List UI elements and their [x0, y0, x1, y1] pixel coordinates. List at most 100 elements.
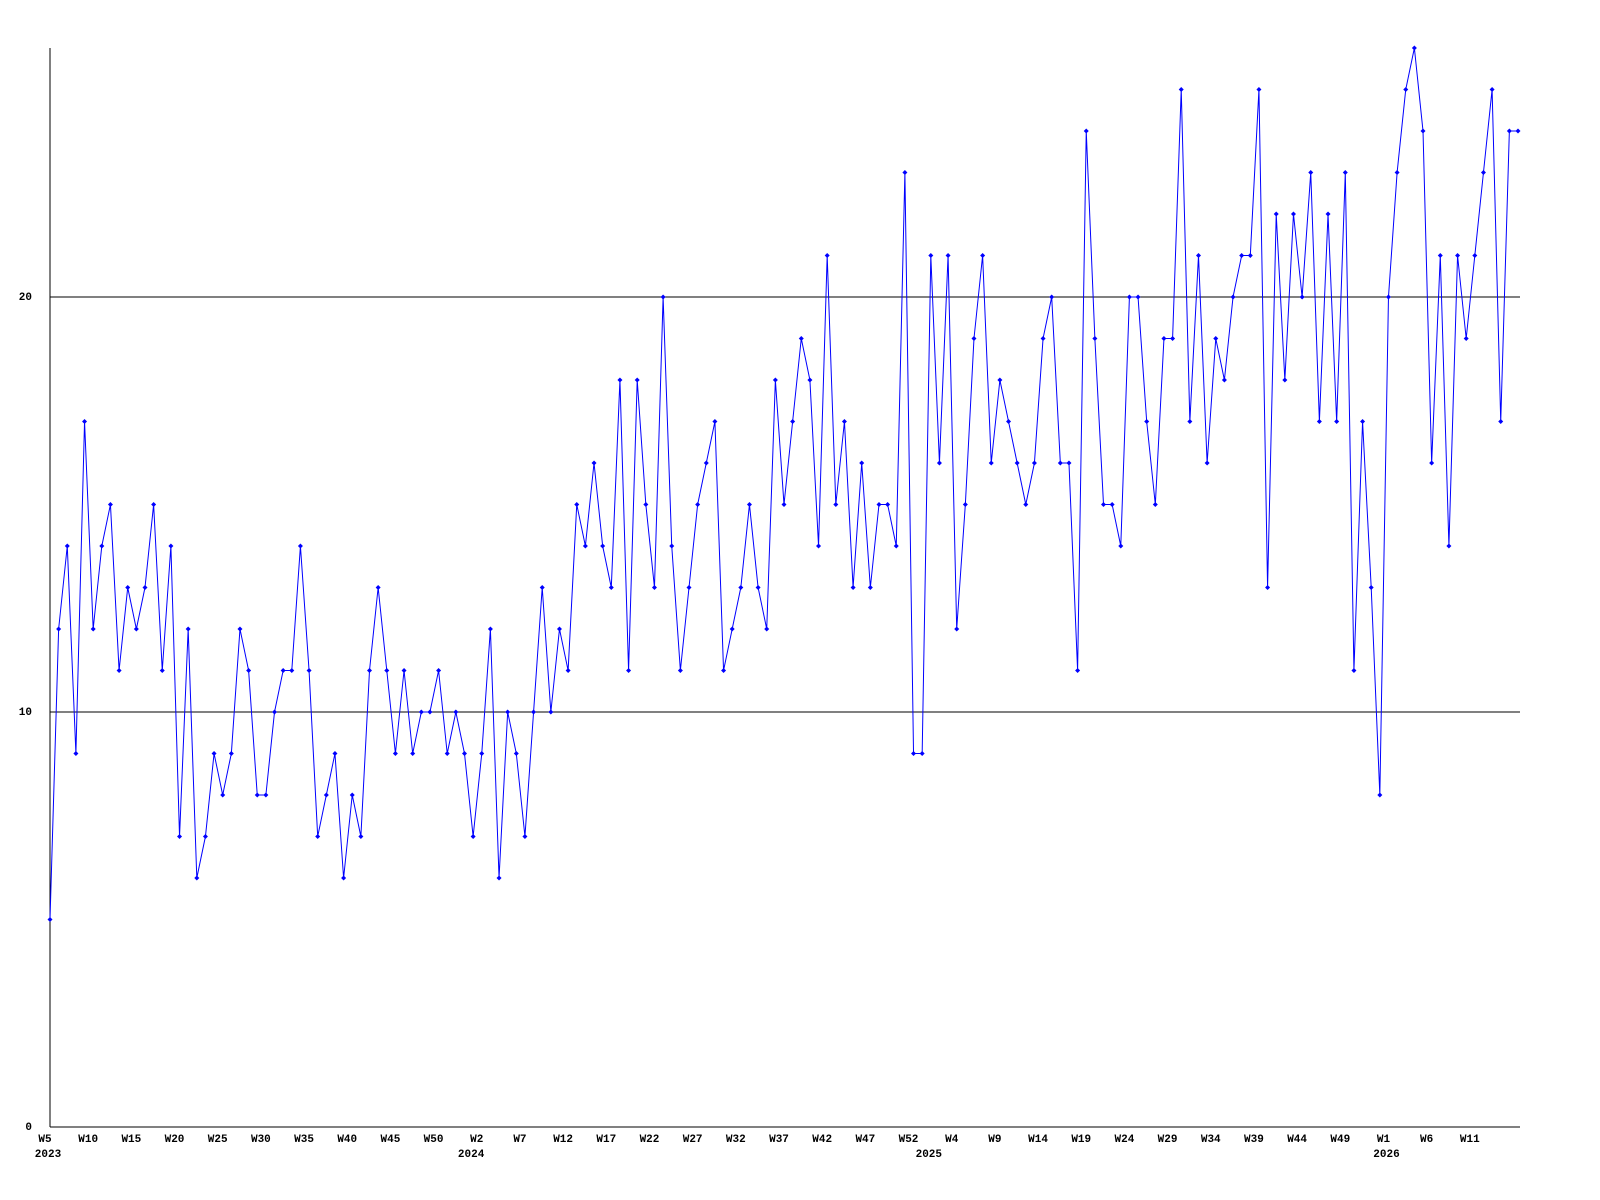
x-tick-label: W9 — [988, 1134, 1001, 1146]
x-tick-label: W20 — [165, 1134, 185, 1146]
data-point — [695, 502, 701, 507]
x-tick-label: W17 — [596, 1134, 616, 1146]
data-point — [1178, 87, 1184, 92]
x-tick-label: W30 — [251, 1134, 271, 1146]
data-point — [1308, 170, 1314, 175]
data-point — [272, 709, 278, 715]
data-point — [263, 792, 269, 798]
data-point — [1057, 460, 1063, 466]
data-point — [211, 751, 217, 756]
data-point — [721, 668, 727, 673]
data-point — [90, 626, 96, 632]
data-point — [1351, 668, 1357, 673]
data-point — [574, 502, 580, 507]
data-point — [1411, 45, 1417, 51]
data-point — [1455, 253, 1461, 258]
data-point — [824, 253, 830, 258]
data-point — [962, 502, 968, 507]
data-point — [833, 502, 839, 507]
data-point — [56, 626, 62, 632]
x-tick-label: W24 — [1115, 1134, 1135, 1146]
data-point — [608, 585, 614, 590]
data-point — [1126, 294, 1132, 300]
data-point — [600, 543, 606, 549]
data-point — [522, 834, 528, 839]
data-point — [1144, 419, 1150, 424]
data-point — [980, 253, 986, 258]
data-point — [1334, 419, 1340, 424]
data-point — [1316, 419, 1322, 424]
x-tick-label: W34 — [1201, 1134, 1221, 1146]
data-point — [315, 834, 321, 839]
data-point — [384, 668, 390, 673]
x-tick-label: W1 — [1377, 1134, 1391, 1146]
data-point — [341, 875, 347, 881]
data-point — [1429, 460, 1435, 466]
data-point — [1031, 460, 1037, 466]
data-point — [556, 626, 562, 632]
data-point — [1489, 87, 1495, 92]
data-point — [202, 834, 208, 839]
data-point — [64, 543, 70, 549]
data-point — [107, 502, 113, 507]
x-tick-label: W10 — [78, 1134, 98, 1146]
data-point — [677, 668, 683, 673]
data-point — [1403, 87, 1409, 92]
data-point — [703, 460, 709, 466]
x-tick-label: W2 — [470, 1134, 483, 1146]
data-point — [289, 668, 295, 673]
data-point — [867, 585, 873, 590]
data-point — [876, 502, 882, 507]
data-point — [1247, 253, 1253, 258]
data-point — [436, 668, 442, 673]
data-point — [228, 751, 234, 756]
data-point — [159, 668, 165, 673]
data-point — [841, 419, 847, 424]
data-point — [660, 294, 666, 300]
data-point — [988, 460, 994, 466]
data-point — [1135, 294, 1141, 300]
data-point — [582, 543, 588, 549]
data-point — [513, 751, 519, 756]
x-tick-label: W14 — [1028, 1134, 1048, 1146]
data-point — [1256, 87, 1262, 92]
data-point — [358, 834, 364, 839]
data-point — [1480, 170, 1486, 175]
data-point — [177, 834, 183, 839]
data-point — [548, 709, 554, 715]
data-point — [1014, 460, 1020, 466]
x-tick-label: W35 — [294, 1134, 314, 1146]
data-point — [1006, 419, 1012, 424]
data-point — [738, 585, 744, 590]
data-point — [1342, 170, 1348, 175]
data-point — [902, 170, 908, 175]
data-point — [194, 875, 200, 881]
data-point — [755, 585, 761, 590]
data-point — [1049, 294, 1055, 300]
data-point — [954, 626, 960, 632]
y-tick-label: 20 — [19, 292, 32, 304]
x-tick-label: W7 — [513, 1134, 526, 1146]
data-point — [82, 419, 88, 424]
data-point — [919, 751, 925, 756]
data-point — [885, 502, 891, 507]
x-tick-label: W50 — [424, 1134, 444, 1146]
data-point — [1446, 543, 1452, 549]
x-tick-label: W32 — [726, 1134, 746, 1146]
data-point — [1075, 668, 1081, 673]
data-point — [1118, 543, 1124, 549]
data-point — [634, 377, 640, 383]
data-point — [1195, 253, 1201, 258]
data-point — [1282, 377, 1288, 383]
data-point — [47, 917, 53, 922]
data-point — [850, 585, 856, 590]
data-point — [1299, 294, 1305, 300]
data-point — [746, 502, 752, 507]
x-year-label: 2024 — [458, 1149, 485, 1161]
data-point — [539, 585, 545, 590]
data-point — [712, 419, 718, 424]
data-line — [49, 47, 1518, 920]
x-tick-label: W29 — [1158, 1134, 1178, 1146]
x-tick-label: W27 — [683, 1134, 703, 1146]
